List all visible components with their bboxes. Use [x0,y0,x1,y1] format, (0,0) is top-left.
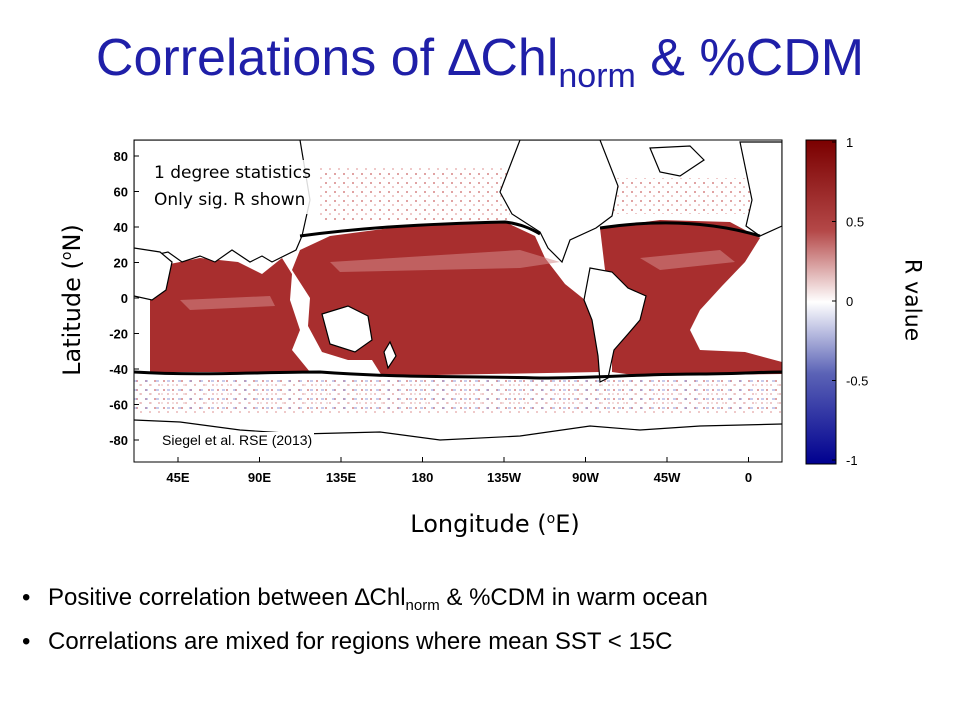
colorbar [805,139,837,465]
indian-ocean [150,258,310,372]
colorbar-label: R value [899,258,925,342]
lat-tick-label: 80 [114,149,128,164]
lon-tick-label: 90W [572,470,599,485]
citation: Siegel et al. RSE (2013) [160,432,315,448]
australia [321,305,373,353]
bullet-item: Correlations are mixed for regions where… [22,628,708,672]
lat-tick-label: -80 [109,433,128,448]
lon-tick-label: 45W [654,470,681,485]
y-axis-label: Latitude (oN) [58,224,86,376]
lat-tick-label: -60 [109,398,128,413]
sst-15c-contour [134,220,782,380]
map-frame [133,139,783,463]
new-zealand [383,340,397,370]
stats-line: Only sig. R shown [154,190,306,210]
colorbar-tick-label: -1 [846,453,858,468]
bullet-list: Positive correlation between ∆Chlnorm & … [22,584,708,672]
stats-annotation: 1 degree statistics Only sig. R shown [150,160,315,214]
antarctica-coast [134,419,782,441]
stats-line: 1 degree statistics [154,163,311,183]
south-america [583,267,647,383]
lon-tick-label: 0 [745,470,752,485]
lon-tick-label: 135E [326,470,357,485]
colorbar-tick-label: 0.5 [846,215,864,230]
southern-ocean-mixed [134,380,782,410]
africa [134,247,173,301]
colorbar-tick-label: 1 [846,135,853,150]
lat-tick-label: -20 [109,327,128,342]
lighter-streaks [180,250,735,310]
north-pacific-band [320,168,510,220]
lon-tick-label: 90E [248,470,271,485]
north-atlantic-contour [599,221,761,238]
lat-tick-label: -40 [109,362,128,377]
bullet-item: Positive correlation between ∆Chlnorm & … [22,584,708,628]
x-axis-label: Longitude (oE) [410,510,580,538]
lat-tick-label: 40 [114,220,128,235]
lat-tick-label: 60 [114,185,128,200]
colorbar-tick-label: 0 [846,294,853,309]
lat-tick-label: 0 [121,291,128,306]
lon-tick-label: 180 [412,470,434,485]
colorbar-tick-label: -0.5 [846,374,868,389]
north-pacific-contour [299,220,541,238]
north-atlantic-band [610,178,750,214]
greenland [649,145,705,177]
slide-title: Correlations of ∆Chlnorm & %CDM [95,29,865,95]
north-america [499,140,619,264]
lon-tick-label: 45E [166,470,189,485]
lon-tick-label: 135W [487,470,522,485]
lat-tick-label: 20 [114,256,128,271]
southern-contour [134,370,782,380]
